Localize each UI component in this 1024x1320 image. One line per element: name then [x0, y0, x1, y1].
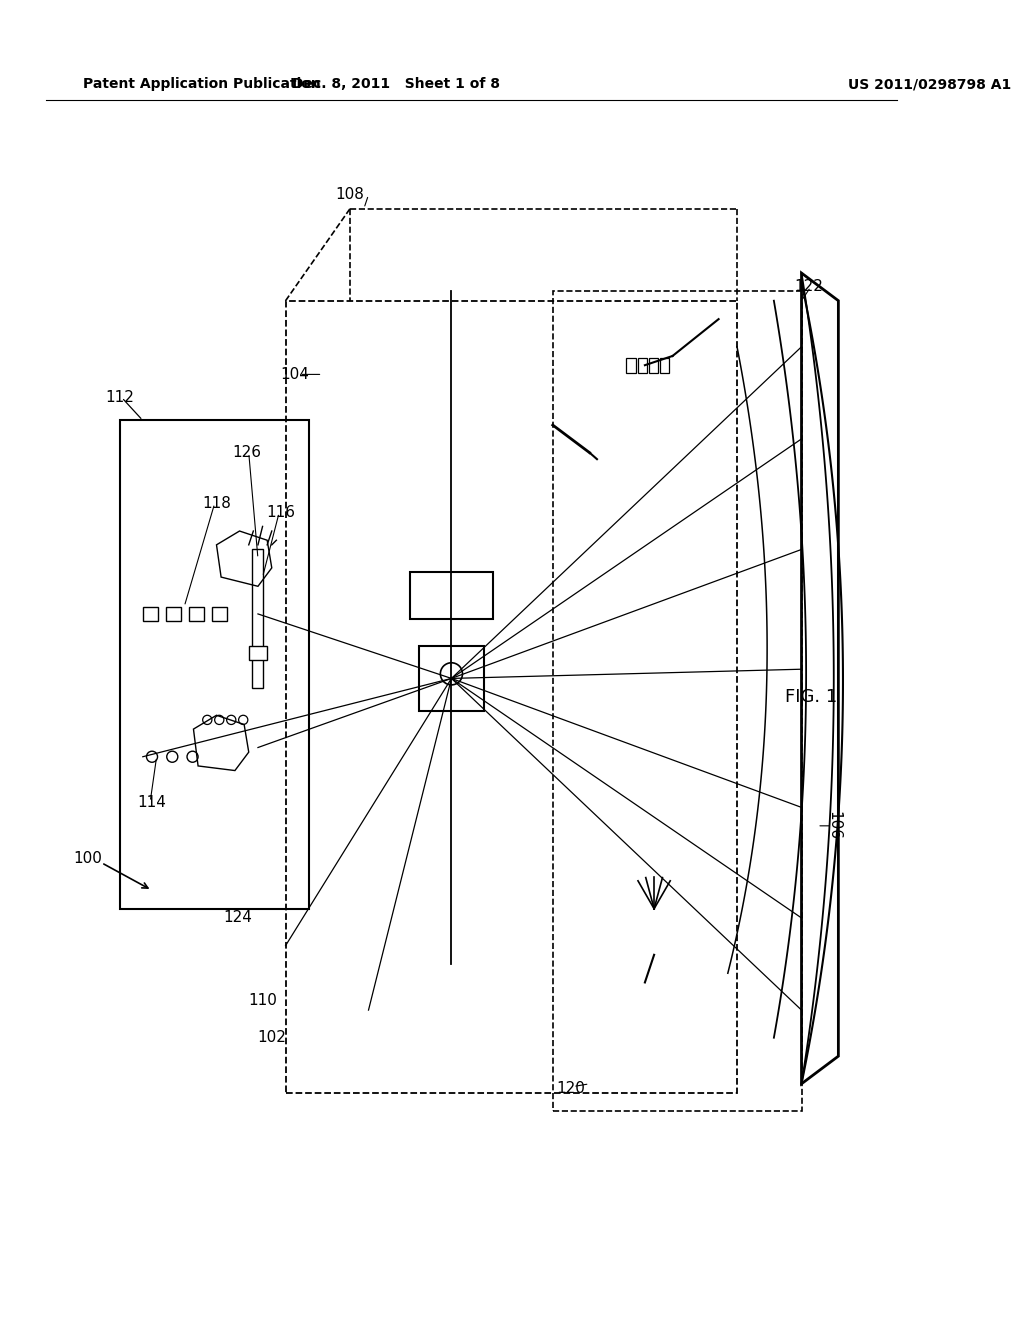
- Text: 110: 110: [248, 994, 278, 1008]
- Text: US 2011/0298798 A1: US 2011/0298798 A1: [848, 77, 1011, 91]
- Text: 126: 126: [232, 445, 261, 461]
- Text: 114: 114: [137, 795, 167, 810]
- Text: 100: 100: [73, 850, 102, 866]
- Text: 102: 102: [257, 1030, 287, 1045]
- Text: 108: 108: [336, 187, 365, 202]
- Text: 124: 124: [223, 911, 252, 925]
- Polygon shape: [249, 647, 267, 660]
- Text: 106: 106: [826, 812, 842, 841]
- Text: 112: 112: [105, 389, 134, 405]
- Text: 122: 122: [795, 280, 823, 294]
- Text: Patent Application Publication: Patent Application Publication: [83, 77, 321, 91]
- Text: FIG. 1: FIG. 1: [784, 688, 837, 706]
- Text: 104: 104: [281, 367, 309, 381]
- Text: 120: 120: [557, 1081, 586, 1096]
- Text: Dec. 8, 2011   Sheet 1 of 8: Dec. 8, 2011 Sheet 1 of 8: [292, 77, 500, 91]
- Text: 116: 116: [266, 506, 296, 520]
- Text: 118: 118: [202, 496, 231, 511]
